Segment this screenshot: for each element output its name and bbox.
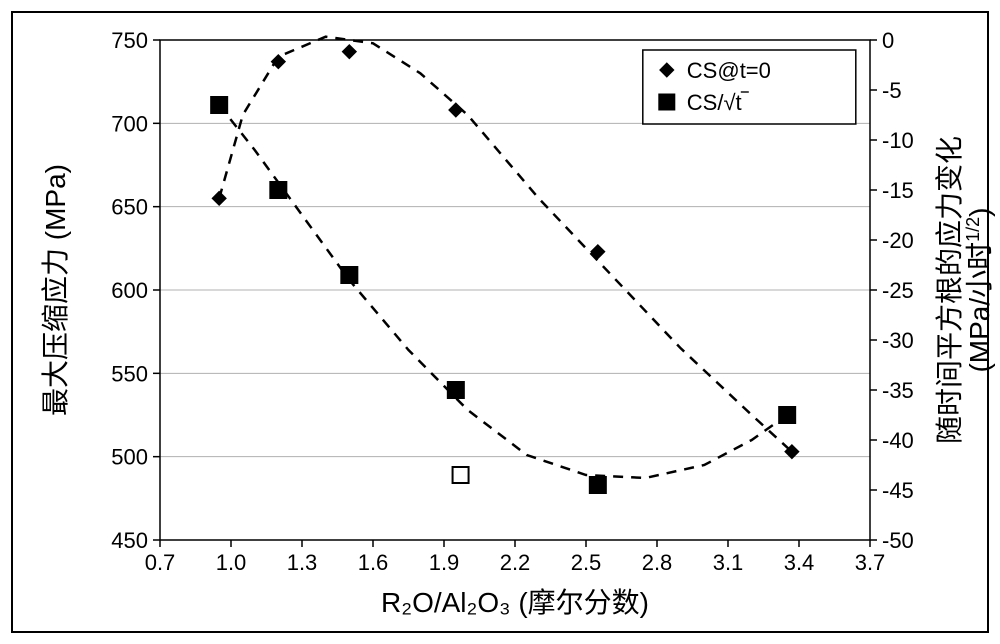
x-tick-label: 2.8: [642, 550, 673, 575]
x-tick-label: 3.1: [713, 550, 744, 575]
legend-label-cs-sqrt-t: CS/√t: [687, 90, 742, 115]
chart-svg: 0.7 1.0 1.3 1.6 1.9 2.2 2.5 2.8 3.1 3.4 3.7 R₂O/Al₂…: [0, 0, 1000, 644]
y-right-tick-label: 0: [882, 28, 894, 53]
x-tick-label: 2.2: [500, 550, 531, 575]
marker-square: [659, 95, 674, 110]
marker-square: [590, 477, 606, 493]
y-right-tick-label: -20: [882, 228, 914, 253]
chart-container: 0.7 1.0 1.3 1.6 1.9 2.2 2.5 2.8 3.1 3.4 3.7 R₂O/Al₂…: [0, 0, 1000, 644]
y-left-tick-label: 450: [111, 528, 148, 553]
y-right-tick-label: -30: [882, 328, 914, 353]
x-tick-label: 3.4: [784, 550, 815, 575]
x-tick-label: 1.9: [429, 550, 460, 575]
y-right-tick-label: -40: [882, 428, 914, 453]
marker-square: [341, 267, 357, 283]
legend-label-cs-t0: CS@t=0: [687, 58, 771, 83]
y-right-tick-label: -45: [882, 478, 914, 503]
y-left-tick-label: 700: [111, 111, 148, 136]
y-right-tick-label: -15: [882, 178, 914, 203]
y-right-tick-label: -35: [882, 378, 914, 403]
y-left-tick-label: 750: [111, 28, 148, 53]
x-tick-label: 1.0: [216, 550, 247, 575]
x-tick-label: 1.3: [287, 550, 318, 575]
y-left-tick-label: 650: [111, 195, 148, 220]
y-left-tick-label: 600: [111, 278, 148, 303]
marker-square: [779, 407, 795, 423]
x-axis-label: R₂O/Al₂O₃ (摩尔分数): [381, 587, 649, 618]
marker-square: [211, 97, 227, 113]
y-right-axis-label-group: 随时间平方根的应力变化(MPa/小时1/2): [934, 136, 995, 444]
y-right-tick-label: -10: [882, 128, 914, 153]
marker-square: [448, 382, 464, 398]
y-right-tick-label: -50: [882, 528, 914, 553]
marker-square: [453, 467, 469, 483]
x-tick-label: 0.7: [145, 550, 176, 575]
x-tick-label: 1.6: [358, 550, 389, 575]
y-right-axis-label: 随时间平方根的应力变化(MPa/小时1/2): [934, 136, 995, 444]
y-right-tick-label: -25: [882, 278, 914, 303]
y-left-tick-label: 500: [111, 445, 148, 470]
x-tick-label: 2.5: [571, 550, 602, 575]
y-right-tick-label: -5: [882, 78, 902, 103]
y-left-axis-label: 最大压缩应力 (MPa): [40, 164, 71, 416]
y-left-tick-label: 550: [111, 361, 148, 386]
x-tick-label: 3.7: [855, 550, 886, 575]
marker-square: [270, 182, 286, 198]
